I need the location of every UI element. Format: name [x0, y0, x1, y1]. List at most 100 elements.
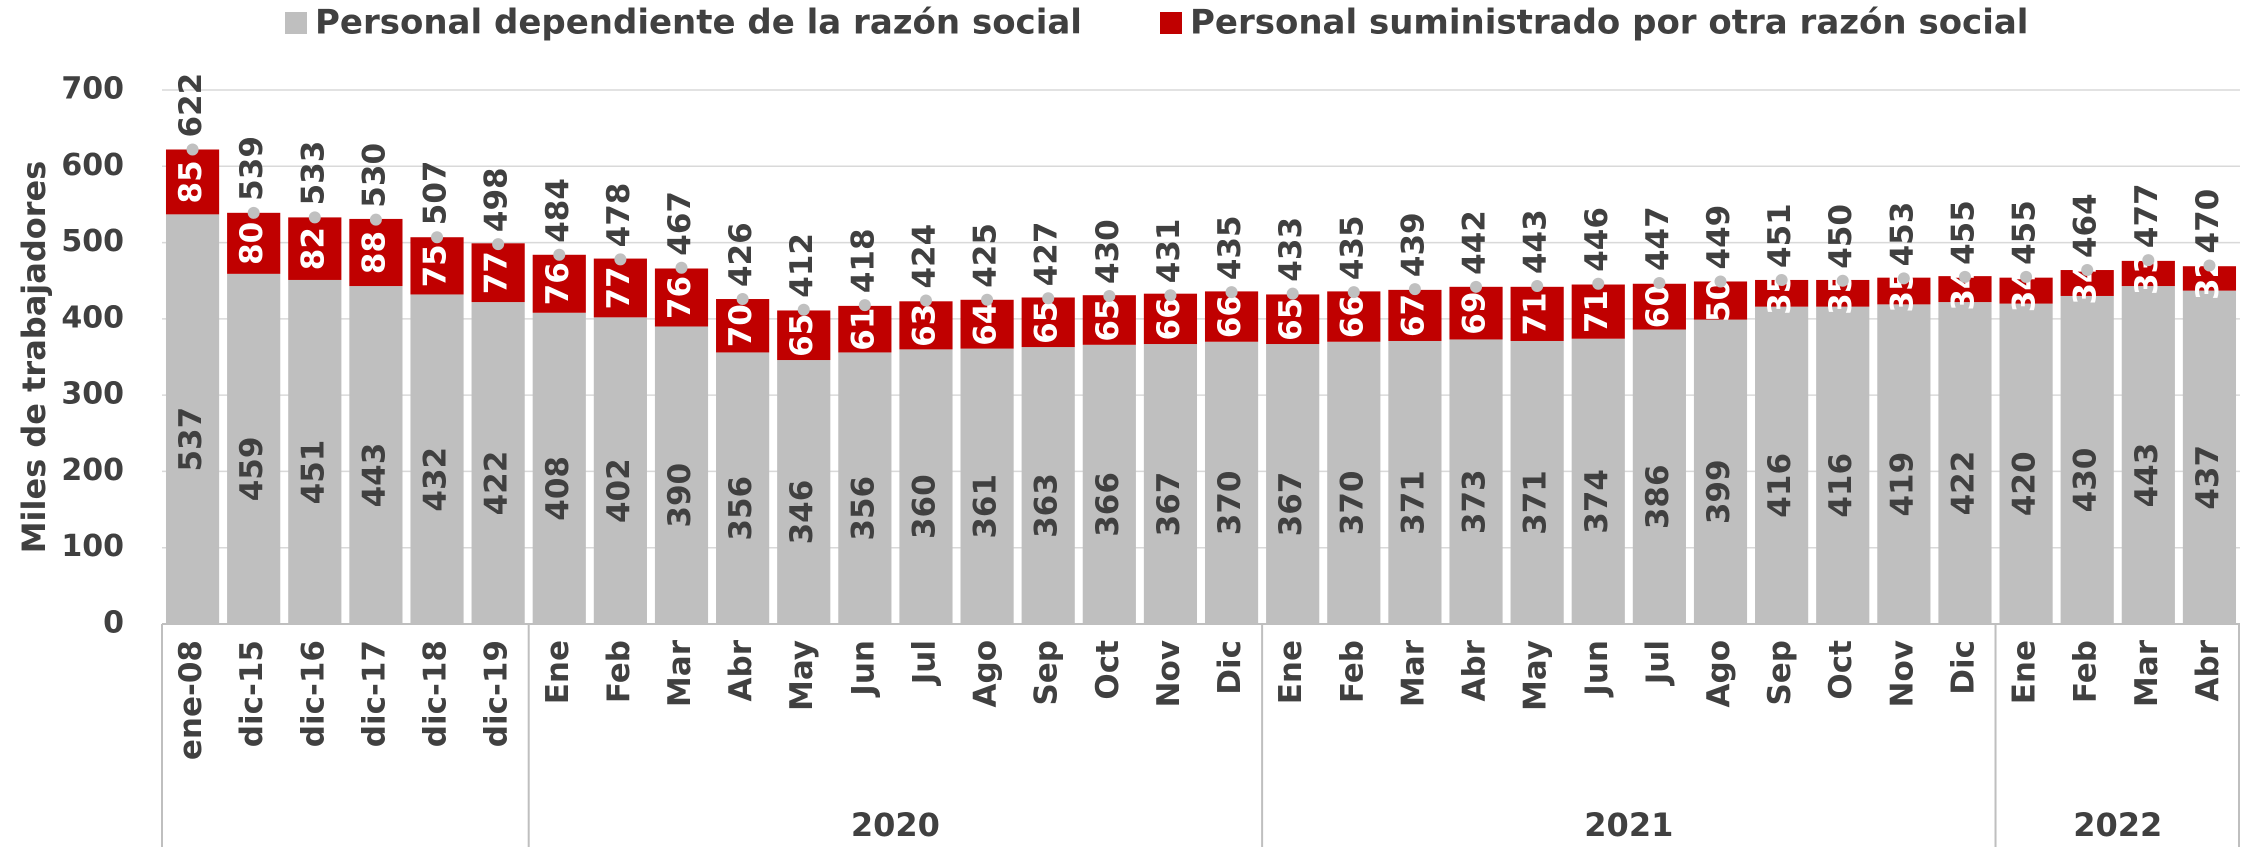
x-tick-label: dic-17	[356, 640, 392, 747]
bar-segment	[1082, 344, 1136, 624]
x-tick-label: Abr	[723, 639, 759, 701]
value-label: 443	[2129, 443, 2165, 508]
total-marker	[1225, 286, 1238, 299]
bar-segment	[654, 326, 709, 624]
total-marker	[736, 293, 749, 306]
bar-segment	[960, 299, 1014, 349]
bar-segment	[838, 352, 892, 624]
bar-segment	[838, 305, 892, 353]
value-label: 69	[1457, 292, 1493, 335]
value-label: 367	[1273, 472, 1309, 537]
value-label: 346	[784, 480, 820, 545]
bar-segment	[1204, 291, 1259, 342]
bar-segment	[716, 352, 770, 624]
total-marker	[2020, 270, 2033, 283]
total-label: 424	[906, 224, 942, 289]
bar-segment	[1693, 319, 1748, 624]
total-label: 455	[1945, 200, 1981, 265]
total-label: 470	[2190, 189, 2226, 254]
x-tick-label: dic-15	[234, 640, 270, 747]
total-label: 431	[1151, 218, 1187, 283]
x-tick-label: Mar	[662, 639, 698, 707]
total-label: 455	[2007, 200, 2043, 265]
value-label: 370	[1334, 471, 1370, 536]
value-label: 408	[540, 456, 576, 521]
total-marker	[2081, 264, 2094, 277]
value-label: 66	[1334, 295, 1370, 338]
total-marker	[675, 261, 688, 274]
value-label: 356	[723, 476, 759, 541]
total-marker	[2142, 254, 2155, 267]
total-label: 453	[1884, 202, 1920, 267]
x-tick-label: dic-18	[418, 640, 454, 747]
x-tick-label: Ago	[1701, 640, 1737, 707]
group-label: 2021	[1584, 806, 1673, 844]
legend-label: Personal suministrado por otra razón soc…	[1190, 3, 2028, 43]
bar-segment	[532, 254, 586, 313]
value-label: 71	[1518, 292, 1554, 335]
value-label: 65	[1029, 301, 1065, 344]
bar-segment	[2182, 290, 2237, 624]
x-tick-label: Jun	[1579, 640, 1615, 698]
total-label: 427	[1029, 222, 1065, 287]
bar-segment	[1143, 344, 1198, 624]
value-label: 77	[601, 266, 637, 309]
total-marker	[919, 294, 932, 307]
bar-segment	[1755, 306, 1809, 624]
value-label: 80	[234, 222, 270, 265]
value-label: 419	[1884, 452, 1920, 517]
value-label: 370	[1212, 471, 1248, 536]
legend-swatch	[285, 12, 307, 34]
total-marker	[431, 231, 444, 244]
bar-segment	[288, 279, 342, 624]
value-label: 371	[1518, 470, 1554, 535]
total-label: 446	[1579, 207, 1615, 272]
bar-segment	[1571, 284, 1625, 339]
x-tick-label: ene-08	[173, 640, 209, 760]
value-label: 422	[1945, 451, 1981, 516]
bar-segment	[532, 312, 586, 624]
bar-segment	[1204, 341, 1259, 624]
bar-segment	[1266, 294, 1320, 345]
x-tick-label: Ene	[2007, 640, 2043, 704]
total-marker	[1470, 280, 1483, 293]
total-label: 425	[968, 223, 1004, 288]
total-marker	[492, 238, 505, 251]
y-tick-label: 600	[61, 148, 124, 183]
bar-segment	[1877, 304, 1931, 624]
total-marker	[553, 248, 566, 261]
total-label: 477	[2129, 183, 2165, 248]
y-tick-label: 100	[61, 529, 124, 564]
x-tick-label: Jul	[906, 640, 942, 686]
x-tick-label: Nov	[1151, 640, 1187, 707]
total-marker	[797, 303, 810, 316]
total-label: 498	[479, 167, 515, 232]
x-tick-label: Jul	[1640, 640, 1676, 686]
bar-segment	[1632, 329, 1686, 624]
group-label: 2020	[851, 806, 940, 844]
total-label: 478	[601, 183, 637, 248]
bar-segment	[2121, 286, 2175, 624]
bar-segment	[716, 299, 770, 353]
value-label: 76	[540, 262, 576, 305]
total-label: 450	[1823, 204, 1859, 269]
x-tick-label: Ene	[1273, 640, 1309, 704]
bar-segment	[1632, 283, 1686, 330]
value-label: 64	[968, 303, 1004, 346]
y-axis-label: Miles de trabajadores	[15, 161, 53, 554]
x-tick-label: Mar	[2129, 639, 2165, 707]
total-marker	[1592, 277, 1605, 290]
x-tick-label: Sep	[1762, 640, 1798, 706]
bar-segment	[1021, 347, 1075, 624]
bar-segment	[1327, 291, 1381, 342]
value-label: 363	[1029, 473, 1065, 538]
value-label: 432	[418, 447, 454, 512]
bar-segment	[227, 273, 281, 624]
y-tick-label: 500	[61, 224, 124, 259]
bar-segment	[777, 360, 831, 624]
total-label: 484	[540, 178, 576, 243]
value-label: 371	[1395, 470, 1431, 535]
total-marker	[1836, 274, 1849, 287]
bar-segment	[165, 214, 220, 625]
x-tick-label: Feb	[601, 640, 637, 703]
